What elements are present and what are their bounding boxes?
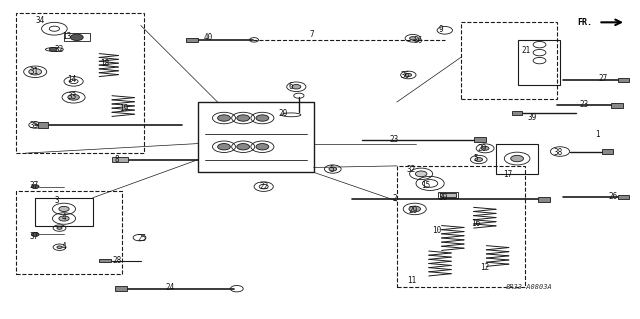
Bar: [64, 33, 90, 41]
Circle shape: [475, 158, 483, 161]
Text: 18: 18: [100, 59, 109, 68]
Text: 13: 13: [62, 32, 71, 41]
Circle shape: [237, 115, 250, 121]
Circle shape: [68, 94, 79, 100]
Bar: [115, 286, 127, 291]
Circle shape: [415, 171, 427, 177]
Text: 19: 19: [119, 104, 128, 113]
Text: 9: 9: [438, 25, 443, 34]
Circle shape: [409, 206, 420, 212]
Bar: [186, 38, 198, 42]
Circle shape: [29, 69, 42, 75]
Bar: [618, 195, 629, 199]
Bar: [438, 192, 458, 198]
Text: 24: 24: [165, 283, 174, 292]
Bar: [99, 259, 111, 262]
Text: FR.: FR.: [577, 19, 592, 27]
Text: 7: 7: [309, 30, 314, 39]
Bar: [397, 166, 525, 287]
Circle shape: [237, 144, 250, 150]
Circle shape: [256, 115, 269, 121]
Text: 25: 25: [138, 234, 147, 243]
Text: 5: 5: [330, 165, 335, 174]
Circle shape: [49, 48, 57, 51]
Text: 27: 27: [598, 74, 607, 83]
Text: 31: 31: [30, 67, 39, 76]
Text: 37: 37: [30, 181, 39, 189]
Text: 2: 2: [392, 194, 397, 203]
Circle shape: [57, 227, 62, 229]
Bar: [618, 78, 629, 82]
Bar: [112, 157, 128, 162]
Text: 16: 16: [471, 219, 480, 228]
Text: 38: 38: [554, 148, 563, 157]
Circle shape: [70, 34, 83, 41]
Bar: [16, 191, 122, 274]
Bar: [35, 198, 93, 226]
Text: 17: 17: [503, 170, 512, 179]
Text: 28: 28: [113, 256, 122, 265]
Text: 34: 34: [36, 16, 45, 25]
Text: 8R33-A0803A: 8R33-A0803A: [506, 284, 552, 290]
Text: 6: 6: [289, 82, 294, 91]
Text: 11: 11: [407, 276, 416, 285]
Text: 3: 3: [54, 196, 60, 204]
Bar: [602, 149, 613, 154]
Circle shape: [405, 73, 412, 77]
Bar: [512, 111, 522, 115]
Text: 35: 35: [30, 121, 39, 130]
Circle shape: [410, 37, 416, 40]
Text: 1: 1: [595, 130, 600, 139]
Text: 22: 22: [259, 182, 268, 191]
Text: 12: 12: [481, 263, 490, 271]
Bar: [496, 144, 538, 174]
Text: 30: 30: [438, 193, 447, 202]
Circle shape: [218, 115, 230, 121]
Text: 4: 4: [61, 242, 67, 251]
Text: 29: 29: [408, 206, 417, 215]
Circle shape: [292, 85, 301, 89]
Text: 5: 5: [473, 154, 478, 163]
Circle shape: [329, 167, 337, 171]
Circle shape: [218, 144, 230, 150]
Bar: [474, 137, 486, 142]
Text: 36: 36: [413, 36, 422, 45]
Text: 15: 15: [422, 181, 431, 189]
Bar: [440, 193, 456, 197]
Text: 39: 39: [528, 113, 537, 122]
Bar: [16, 13, 144, 153]
Circle shape: [481, 146, 489, 150]
Bar: [518, 40, 560, 85]
Text: 32: 32: [407, 165, 416, 174]
Bar: [538, 197, 550, 202]
Text: 23: 23: [389, 135, 398, 144]
Text: 23: 23: [580, 100, 589, 109]
Circle shape: [59, 206, 69, 211]
Text: 40: 40: [204, 33, 212, 42]
Circle shape: [256, 144, 269, 150]
Text: 29: 29: [477, 145, 486, 153]
Text: 14: 14: [67, 75, 76, 84]
Bar: [611, 103, 623, 108]
Circle shape: [31, 233, 39, 236]
Text: 4: 4: [61, 213, 67, 222]
Bar: [461, 22, 557, 99]
Circle shape: [57, 246, 62, 249]
Text: 36: 36: [401, 71, 410, 80]
Text: 8: 8: [115, 155, 120, 164]
Circle shape: [511, 155, 524, 162]
Text: 33: 33: [67, 92, 76, 101]
Circle shape: [59, 216, 69, 221]
Bar: [198, 102, 314, 172]
Text: 37: 37: [30, 232, 39, 241]
Text: 10: 10: [433, 226, 442, 235]
Text: 32: 32: [55, 45, 64, 54]
Circle shape: [31, 185, 39, 189]
Text: 21: 21: [522, 46, 531, 55]
Text: 20: 20: [279, 109, 288, 118]
Bar: [38, 122, 48, 128]
Text: 26: 26: [609, 192, 618, 201]
